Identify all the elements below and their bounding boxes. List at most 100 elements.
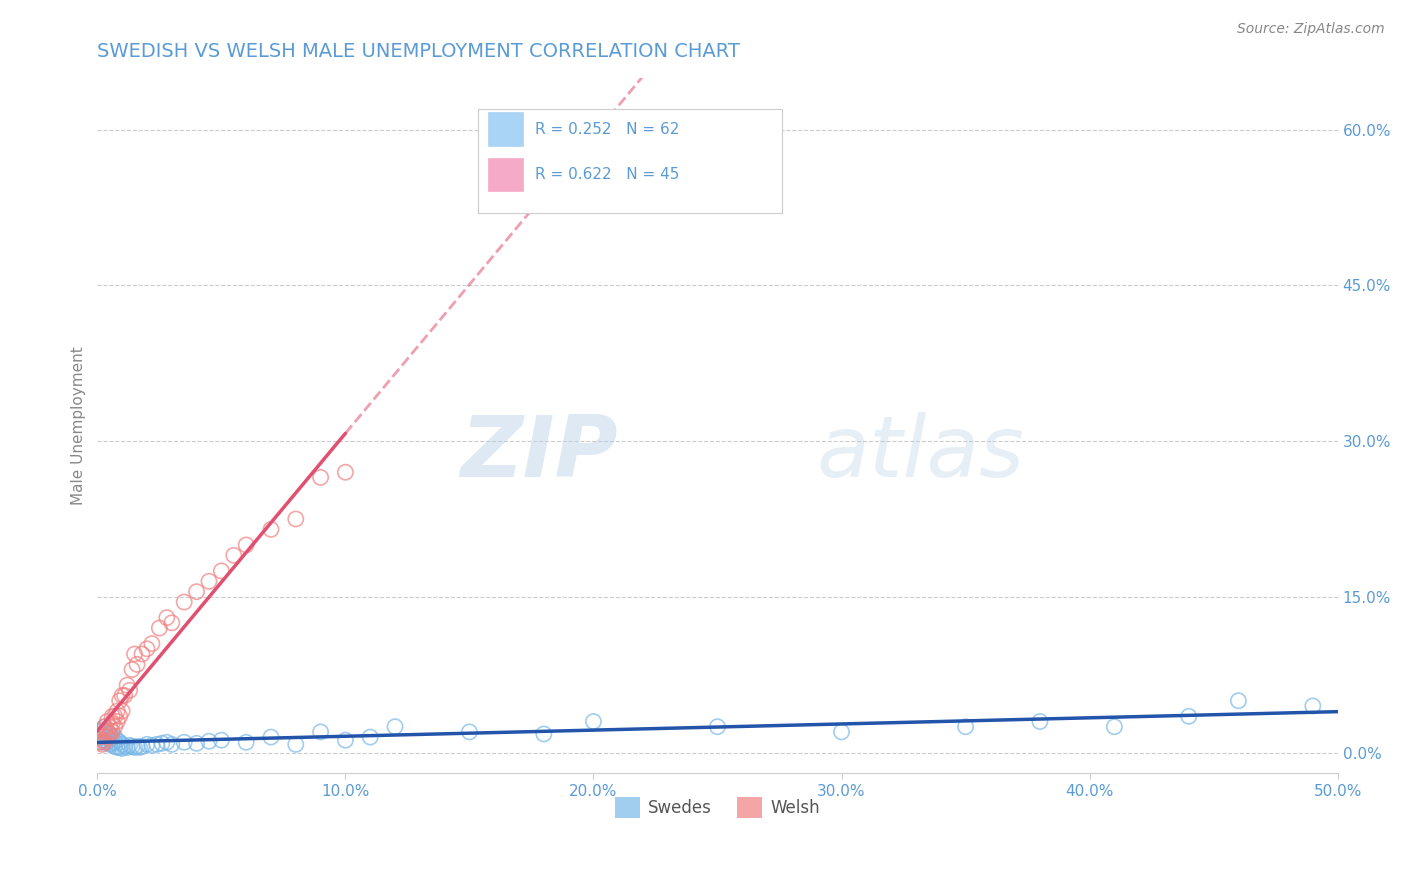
Point bbox=[284, 512, 307, 526]
Point bbox=[260, 730, 283, 744]
Point bbox=[108, 694, 131, 708]
Point bbox=[235, 538, 257, 552]
Point bbox=[98, 727, 121, 741]
Point bbox=[235, 735, 257, 749]
Point bbox=[124, 740, 146, 755]
Point bbox=[96, 725, 118, 739]
Point bbox=[98, 733, 121, 747]
Point bbox=[1227, 694, 1250, 708]
Point bbox=[96, 725, 118, 739]
Point bbox=[209, 733, 232, 747]
Point bbox=[160, 737, 183, 751]
Point bbox=[104, 730, 127, 744]
Point bbox=[136, 641, 159, 656]
Point bbox=[156, 735, 179, 749]
Point bbox=[118, 739, 141, 753]
Point bbox=[115, 740, 138, 755]
Point bbox=[136, 737, 159, 751]
Point bbox=[96, 730, 118, 744]
Point bbox=[91, 730, 114, 744]
Point bbox=[96, 714, 118, 729]
Point bbox=[105, 704, 128, 718]
Point bbox=[582, 714, 605, 729]
Point bbox=[91, 723, 114, 737]
Point bbox=[160, 615, 183, 630]
Point bbox=[260, 522, 283, 536]
Point bbox=[284, 737, 307, 751]
Text: SWEDISH VS WELSH MALE UNEMPLOYMENT CORRELATION CHART: SWEDISH VS WELSH MALE UNEMPLOYMENT CORRE… bbox=[97, 42, 740, 61]
Text: Source: ZipAtlas.com: Source: ZipAtlas.com bbox=[1237, 22, 1385, 37]
Point bbox=[955, 720, 977, 734]
Text: R = 0.622   N = 45: R = 0.622 N = 45 bbox=[536, 167, 679, 182]
Point bbox=[141, 637, 163, 651]
Point bbox=[104, 720, 127, 734]
Point bbox=[141, 739, 163, 753]
FancyBboxPatch shape bbox=[478, 109, 782, 213]
Point bbox=[1104, 720, 1126, 734]
Point bbox=[91, 737, 114, 751]
Point bbox=[156, 610, 179, 624]
Point bbox=[359, 730, 381, 744]
Point bbox=[309, 725, 332, 739]
Point bbox=[111, 689, 134, 703]
Point bbox=[96, 730, 118, 744]
Point bbox=[89, 730, 111, 744]
Point bbox=[101, 737, 124, 751]
Point bbox=[198, 734, 221, 748]
Point bbox=[1029, 714, 1052, 729]
Point bbox=[186, 736, 208, 750]
Point bbox=[309, 470, 332, 484]
Point bbox=[131, 647, 153, 661]
Point bbox=[91, 735, 114, 749]
Point bbox=[114, 739, 136, 754]
Point bbox=[209, 564, 232, 578]
Point bbox=[96, 735, 118, 749]
Point bbox=[111, 741, 134, 756]
Legend: Swedes, Welsh: Swedes, Welsh bbox=[609, 790, 827, 824]
Point bbox=[831, 725, 853, 739]
Point bbox=[706, 720, 728, 734]
Point bbox=[128, 740, 150, 755]
Point bbox=[124, 647, 146, 661]
Point bbox=[105, 733, 128, 747]
Point bbox=[101, 735, 124, 749]
Point bbox=[114, 689, 136, 703]
Point bbox=[118, 683, 141, 698]
Point bbox=[458, 725, 481, 739]
Text: ZIP: ZIP bbox=[461, 412, 619, 495]
Point bbox=[111, 737, 134, 751]
Point bbox=[198, 574, 221, 589]
Point bbox=[94, 733, 117, 747]
Point bbox=[89, 725, 111, 739]
Point bbox=[89, 727, 111, 741]
Text: atlas: atlas bbox=[817, 412, 1025, 495]
Point bbox=[108, 709, 131, 723]
Point bbox=[186, 584, 208, 599]
Point bbox=[101, 709, 124, 723]
Point bbox=[98, 720, 121, 734]
Point bbox=[94, 727, 117, 741]
Point bbox=[104, 739, 127, 754]
Point bbox=[125, 739, 148, 754]
Bar bbox=[488, 158, 523, 191]
Point bbox=[98, 737, 121, 751]
Point bbox=[101, 725, 124, 739]
Point bbox=[384, 720, 406, 734]
Point bbox=[101, 716, 124, 731]
Point bbox=[115, 678, 138, 692]
Point bbox=[94, 720, 117, 734]
Point bbox=[105, 740, 128, 755]
Point bbox=[111, 704, 134, 718]
Point bbox=[104, 735, 127, 749]
Point bbox=[150, 736, 173, 750]
Point bbox=[533, 727, 555, 741]
Point bbox=[146, 737, 169, 751]
Point bbox=[1178, 709, 1201, 723]
Point bbox=[173, 595, 195, 609]
Bar bbox=[488, 112, 523, 145]
Point bbox=[104, 709, 127, 723]
Point bbox=[173, 735, 195, 749]
Point bbox=[148, 621, 170, 635]
Point bbox=[91, 733, 114, 747]
Point bbox=[222, 549, 245, 563]
